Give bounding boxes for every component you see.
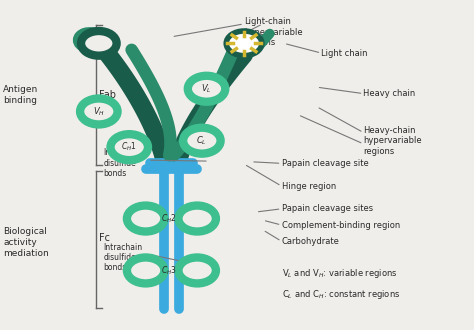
Circle shape [226, 31, 262, 56]
Circle shape [178, 206, 216, 232]
Circle shape [80, 98, 118, 124]
Text: Heavy chain: Heavy chain [364, 89, 416, 98]
Circle shape [127, 206, 164, 232]
Circle shape [188, 76, 225, 102]
Text: Antigen
binding: Antigen binding [3, 85, 38, 105]
Circle shape [127, 257, 164, 283]
Text: $V_H$: $V_H$ [93, 105, 105, 118]
Circle shape [81, 31, 117, 56]
Text: Fc: Fc [99, 233, 110, 243]
Circle shape [191, 134, 212, 148]
Text: Hinge region: Hinge region [282, 182, 336, 191]
Circle shape [183, 128, 220, 154]
Text: $C_H2$: $C_H2$ [161, 212, 177, 225]
Text: $C_L$: $C_L$ [197, 134, 207, 147]
Text: Light chain: Light chain [321, 49, 368, 57]
Text: V$_L$ and V$_H$: variable regions: V$_L$ and V$_H$: variable regions [282, 267, 397, 280]
Circle shape [136, 212, 156, 226]
Circle shape [110, 134, 148, 160]
Text: Carbohydrate: Carbohydrate [282, 237, 339, 246]
Text: Biological
activity
mediation: Biological activity mediation [3, 227, 49, 258]
Text: $C_H1$: $C_H1$ [121, 141, 137, 153]
Circle shape [187, 263, 208, 278]
Text: $C_H3$: $C_H3$ [161, 264, 177, 277]
Circle shape [187, 212, 208, 226]
Text: Light-chain
hypervariable
regions: Light-chain hypervariable regions [244, 17, 303, 47]
Text: $V_L$: $V_L$ [201, 82, 212, 95]
Text: Complement-binding region: Complement-binding region [282, 220, 400, 230]
Text: Fab: Fab [99, 90, 116, 100]
Circle shape [136, 263, 156, 278]
Circle shape [119, 140, 139, 154]
Text: Papain cleavage site: Papain cleavage site [282, 159, 368, 168]
Circle shape [178, 257, 216, 283]
Circle shape [89, 104, 109, 118]
Circle shape [196, 82, 217, 96]
Text: Interchain
disulfide
bonds: Interchain disulfide bonds [103, 148, 142, 178]
Text: Papain cleavage sites: Papain cleavage sites [282, 204, 373, 213]
Text: Intrachain
disulfide
bonds: Intrachain disulfide bonds [103, 243, 143, 272]
Text: C$_L$ and C$_H$: constant regions: C$_L$ and C$_H$: constant regions [282, 288, 400, 301]
Text: Heavy-chain
hypervariable
regions: Heavy-chain hypervariable regions [364, 126, 422, 155]
